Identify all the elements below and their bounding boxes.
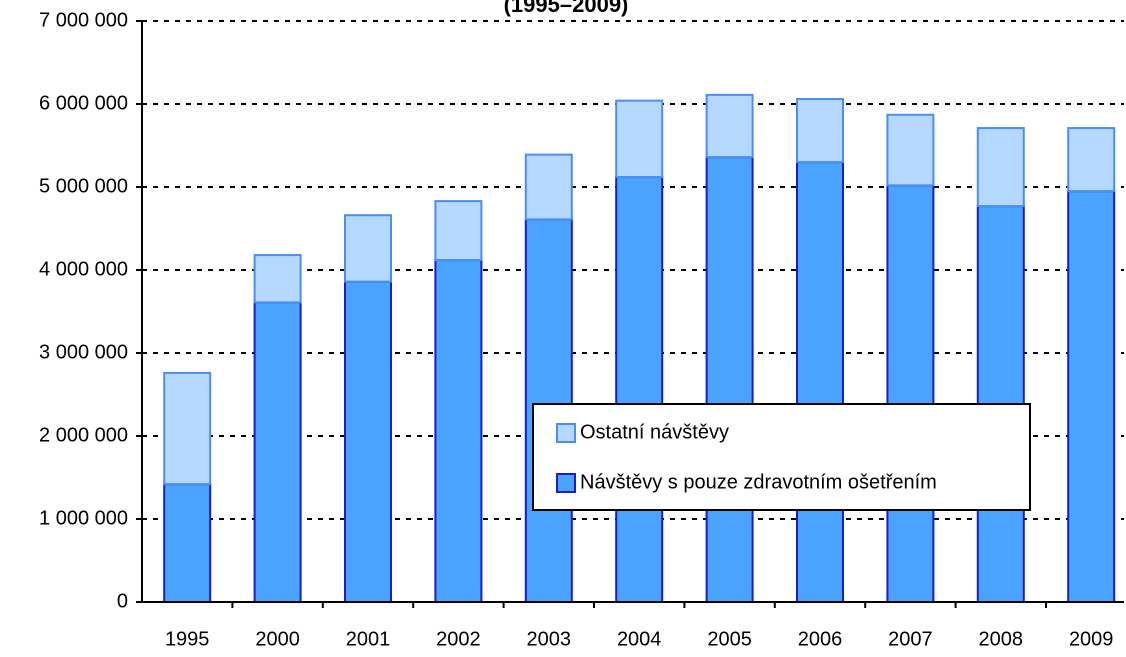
- bar-segment: [344, 280, 392, 603]
- y-tick-label: 1 000 000: [39, 507, 128, 529]
- x-tick-label: 2004: [617, 628, 662, 650]
- x-tick-label: 2003: [527, 628, 572, 650]
- y-tick-label: 3 000 000: [39, 341, 128, 363]
- y-tick-label: 0: [117, 590, 128, 612]
- chart-title: (1995–2009): [504, 0, 629, 17]
- x-tick-label: 2001: [346, 628, 391, 650]
- bar-segment: [1067, 127, 1116, 193]
- x-tick-label: 2007: [888, 628, 933, 650]
- x-tick-label: 2000: [255, 628, 300, 650]
- x-tick-label: 2008: [979, 628, 1024, 650]
- legend-swatch: [556, 423, 576, 443]
- bar-segment: [163, 483, 212, 604]
- legend-label: Ostatní návštěvy: [580, 421, 729, 443]
- x-tick-label: 2009: [1069, 628, 1114, 650]
- bar-segment: [344, 214, 392, 283]
- bar-segment: [163, 371, 212, 486]
- bar-segment: [886, 113, 935, 187]
- y-tick-label: 7 000 000: [39, 9, 128, 31]
- legend-swatch: [556, 473, 576, 493]
- bar-segment: [434, 200, 483, 262]
- y-tick-label: 5 000 000: [39, 175, 128, 197]
- bar-segment: [615, 176, 664, 603]
- bar-segment: [1067, 190, 1116, 603]
- bar-segment: [886, 184, 935, 603]
- bar-segment: [253, 254, 302, 304]
- bar-segment: [434, 259, 483, 603]
- bar-segment: [253, 301, 302, 603]
- bar-segment: [615, 99, 664, 179]
- bar-segment: [976, 127, 1025, 208]
- x-tick-label: 2005: [707, 628, 752, 650]
- x-tick-label: 2006: [798, 628, 843, 650]
- x-tick-label: 2002: [436, 628, 481, 650]
- bar-segment: [796, 161, 844, 603]
- legend-label: Návštěvy s pouze zdravotním ošetřením: [580, 471, 937, 493]
- bar-segment: [705, 93, 754, 159]
- bar-segment: [705, 156, 754, 603]
- legend: [532, 403, 1031, 511]
- bar-segment: [796, 98, 844, 164]
- y-tick-label: 2 000 000: [39, 424, 128, 446]
- y-tick-label: 4 000 000: [39, 258, 128, 280]
- x-tick-label: 1995: [165, 628, 210, 650]
- y-tick-label: 6 000 000: [39, 92, 128, 114]
- bar-segment: [524, 153, 573, 221]
